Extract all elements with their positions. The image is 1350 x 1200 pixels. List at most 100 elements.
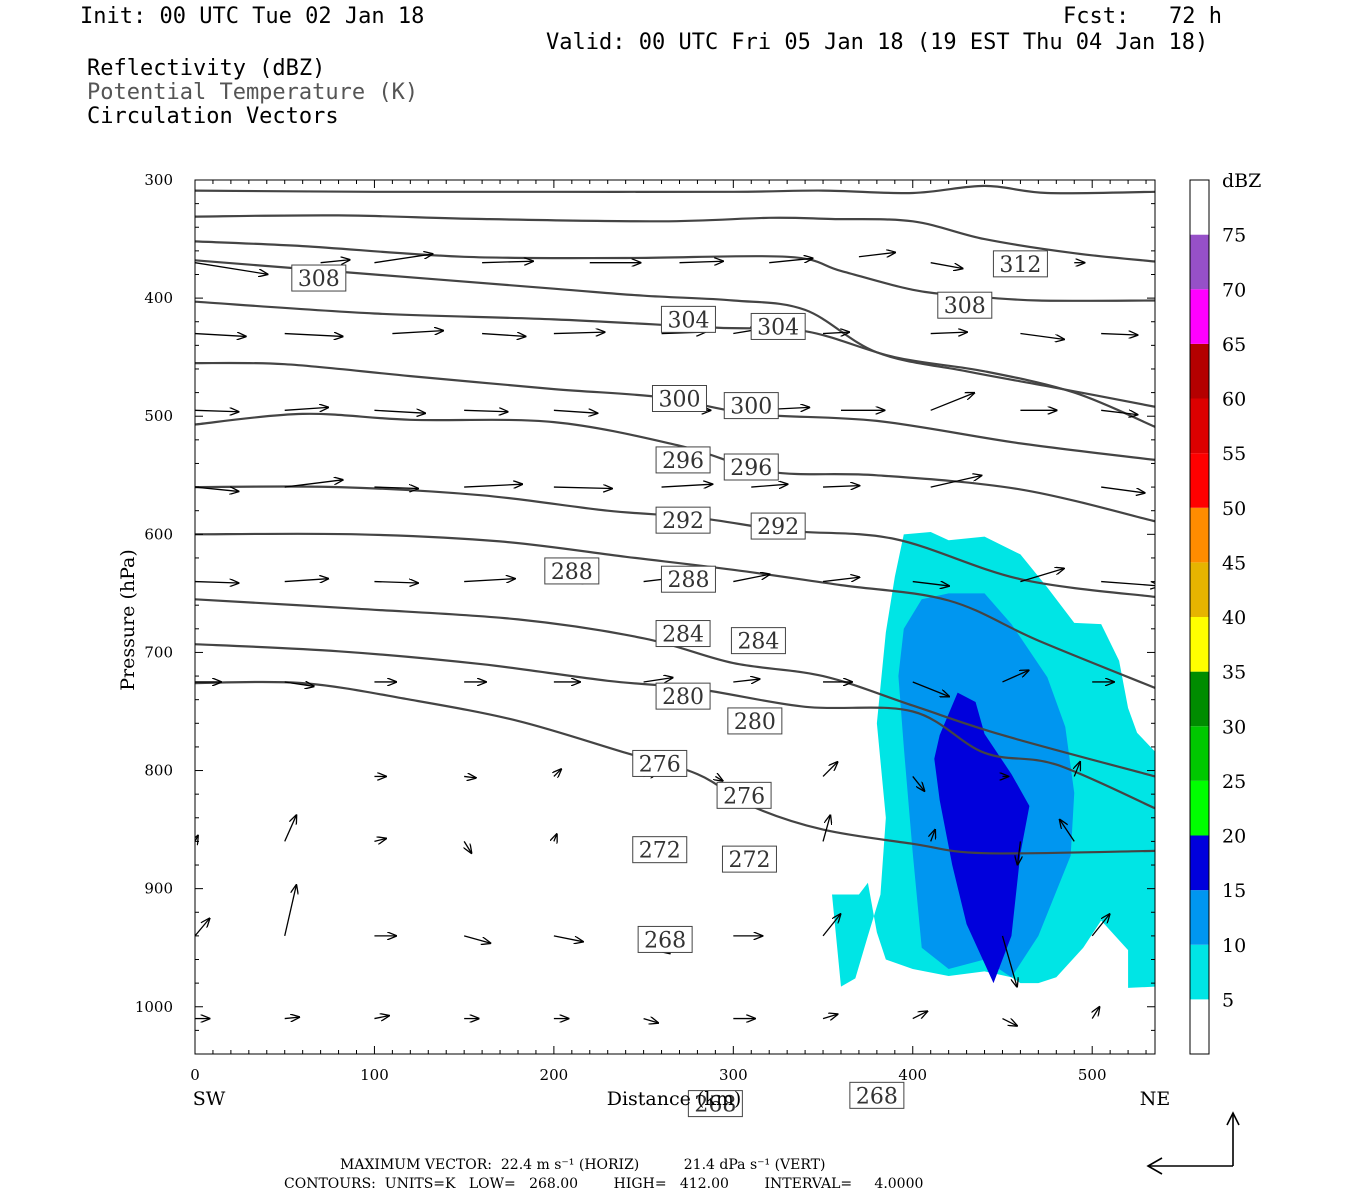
- colorbar-segment: [1190, 726, 1209, 781]
- contour-label-box: [716, 781, 772, 809]
- wind-vector: [482, 261, 533, 262]
- contour-label-box: [291, 264, 347, 292]
- wind-vector: [374, 254, 432, 264]
- wind-vector: [679, 261, 723, 262]
- max-vector-text: MAXIMUM VECTOR: 22.4 m s⁻¹ (HORIZ) 21.4 …: [340, 1157, 826, 1173]
- wind-vector: [195, 262, 268, 275]
- wind-vector: [374, 1016, 389, 1019]
- reference-vector-icon: [1146, 1111, 1240, 1175]
- forecast-hour: Fcst: 72 h: [1063, 4, 1222, 29]
- wind-vector: [1060, 820, 1075, 842]
- colorbar-segment: [1190, 453, 1209, 508]
- colorbar-tick-label: 50: [1222, 498, 1246, 520]
- wind-vector: [284, 334, 343, 337]
- wind-vector: [464, 579, 515, 582]
- contour-label: 312: [999, 253, 1041, 278]
- wind-vector: [284, 682, 314, 686]
- x-axis-title: Distance (km): [607, 1088, 742, 1110]
- wind-vector: [912, 681, 949, 697]
- wind-vector: [1092, 1007, 1099, 1019]
- contour-label-box: [655, 446, 711, 474]
- wind-vector: [733, 679, 759, 682]
- contour-label-box: [730, 627, 786, 655]
- colorbar-segment: [1190, 562, 1209, 617]
- wind-vector: [822, 914, 840, 937]
- wind-vector: [1074, 762, 1080, 777]
- wind-vector: [553, 487, 612, 488]
- contour-label-box: [723, 392, 779, 420]
- y-tick-label: 900: [144, 880, 173, 898]
- colorbar-tick-label: 15: [1222, 880, 1246, 902]
- contour-label: 268: [694, 1093, 736, 1118]
- contour-label-box: [660, 305, 716, 333]
- colorbar-tick-label: 70: [1222, 279, 1246, 301]
- wind-vector: [284, 885, 297, 937]
- x-tick-label: 300: [719, 1066, 748, 1084]
- contour-label-box: [723, 453, 779, 481]
- contour-label: 288: [551, 560, 593, 585]
- wind-vector: [1001, 935, 1017, 987]
- wind-vector: [930, 475, 982, 488]
- wind-vector: [284, 407, 329, 410]
- contour-label-box: [637, 925, 693, 953]
- wind-vector: [1101, 334, 1137, 335]
- wind-vector: [823, 332, 849, 333]
- wind-vector: [1101, 580, 1155, 586]
- wind-vector: [464, 484, 522, 487]
- colorbar-segment: [1190, 944, 1209, 1000]
- wind-vector: [195, 918, 210, 937]
- contour-label: 288: [667, 568, 709, 593]
- isentrope-276k: [195, 598, 1155, 778]
- y-tick-label: 500: [144, 407, 173, 425]
- wind-vector: [912, 1011, 928, 1020]
- wind-vector: [931, 830, 935, 842]
- y-tick-label: 600: [144, 525, 173, 543]
- colorbar-frame: [1189, 179, 1210, 1055]
- contour-label-box: [849, 1081, 905, 1109]
- contour-label: 272: [728, 848, 770, 873]
- wind-vector: [284, 579, 329, 582]
- wind-vector: [715, 776, 722, 780]
- wind-vector: [553, 332, 605, 333]
- contour-label: 296: [662, 449, 704, 474]
- isentrope-300k: [195, 259, 1155, 408]
- isentrope-304k: [195, 240, 1155, 302]
- colorbar-tick-label: 25: [1222, 771, 1246, 793]
- contour-label: 276: [723, 784, 765, 809]
- wind-vector: [643, 678, 673, 682]
- wind-vector: [912, 582, 949, 586]
- colorbar-tick-label: 35: [1222, 662, 1246, 684]
- colorbar-tick-label: 45: [1222, 552, 1246, 574]
- contour-label: 300: [658, 388, 700, 413]
- field-reflectivity: Reflectivity (dBZ): [87, 56, 326, 81]
- wind-vector: [463, 935, 490, 943]
- wind-vector: [392, 331, 443, 334]
- wind-vector: [195, 486, 239, 491]
- wind-vector: [374, 839, 386, 842]
- colorbar-title: dBZ: [1222, 170, 1261, 192]
- x-axis-left-end-label: SW: [193, 1088, 226, 1110]
- colorbar-segment: [1190, 234, 1209, 290]
- contour-label: 284: [662, 623, 704, 648]
- colorbar-segment: [1190, 671, 1209, 727]
- wind-vector: [195, 410, 239, 411]
- wind-vector: [1018, 841, 1021, 864]
- wind-vector: [553, 410, 598, 413]
- wind-vector: [1101, 410, 1137, 414]
- contour-label: 300: [730, 395, 772, 420]
- isentrope-288k: [195, 412, 1155, 523]
- contour-label-box: [687, 1090, 743, 1118]
- x-tick-label: 100: [360, 1066, 389, 1084]
- wind-vector: [374, 487, 418, 488]
- isentrope-272k: [195, 643, 1155, 810]
- contour-label: 308: [944, 294, 986, 319]
- wind-vector: [1002, 670, 1028, 683]
- colorbar-tick-label: 40: [1222, 607, 1246, 629]
- x-tick-label: 200: [540, 1066, 569, 1084]
- wind-vector: [1101, 486, 1145, 493]
- x-axis-right-end-label: NE: [1140, 1088, 1171, 1110]
- init-time: Init: 00 UTC Tue 02 Jan 18: [80, 4, 425, 29]
- wind-vector: [553, 935, 583, 942]
- colorbar-segment: [1190, 289, 1209, 344]
